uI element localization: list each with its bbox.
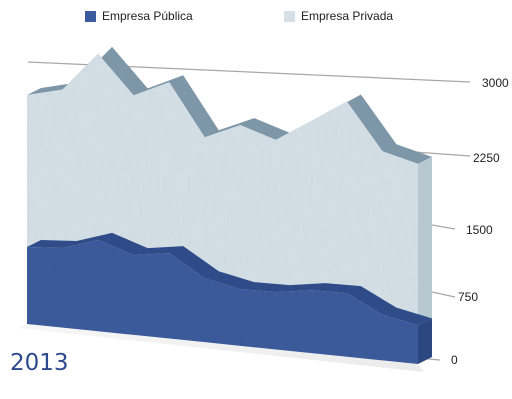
public-area-face	[27, 239, 418, 364]
public-side-face	[418, 318, 432, 364]
legend-item-public: Empresa Pública	[85, 9, 193, 23]
legend-swatch-private	[284, 10, 295, 22]
private-area-face	[27, 53, 418, 326]
gridline-750	[431, 291, 456, 298]
y-tick-label-1500: 1500	[466, 223, 493, 237]
area-layer	[27, 46, 432, 364]
y-tick-label-3000: 3000	[482, 76, 509, 90]
y-tick-label-750: 750	[458, 290, 478, 304]
legend-label-public: Empresa Pública	[102, 9, 193, 23]
legend-item-private: Empresa Privada	[284, 9, 393, 23]
private-side-face	[418, 156, 432, 326]
legend-label-private: Empresa Privada	[301, 9, 394, 23]
legend-swatch-public	[85, 10, 96, 22]
floor-shadow	[19, 324, 424, 372]
gridline-1500	[431, 224, 456, 230]
public-top-band	[27, 232, 432, 326]
y-tick-label-0: 0	[451, 353, 458, 367]
year-annotation: 2013	[10, 350, 69, 376]
tick-layer: 0 750 1500 2250 3000	[451, 76, 509, 367]
private-top-band	[27, 46, 432, 164]
y-tick-label-2250: 2250	[473, 151, 500, 165]
